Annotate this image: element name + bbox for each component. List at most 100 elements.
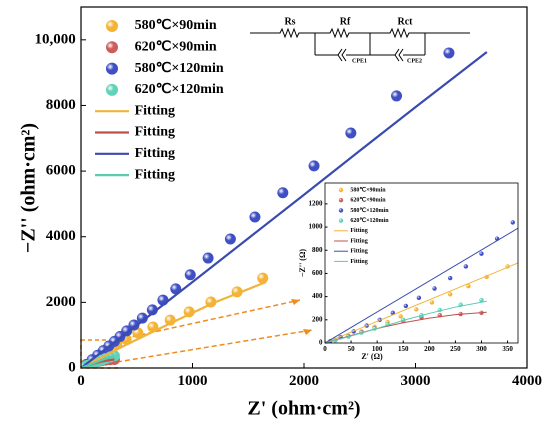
legend-marker xyxy=(338,208,344,213)
circuit-label: Rct xyxy=(398,16,414,27)
zoom-arrow xyxy=(116,299,301,341)
x-tick-label: 50 xyxy=(348,345,356,353)
data-point xyxy=(479,297,484,303)
data-point xyxy=(308,160,320,172)
circuit-label: CPE1 xyxy=(352,58,367,64)
legend-label: Fitting xyxy=(135,103,175,118)
y-tick-label: 0 xyxy=(68,359,76,375)
data-point xyxy=(345,127,357,139)
equivalent-circuit: Rs Rf Rct CPE1 CPE2 xyxy=(250,16,470,64)
data-point xyxy=(414,307,419,312)
y-tick-label: 6000 xyxy=(46,163,76,179)
legend-label: 580℃×120min xyxy=(135,61,224,76)
legend-marker xyxy=(106,83,118,96)
legend-label: 620℃×90min xyxy=(350,197,386,204)
legend-marker xyxy=(338,187,344,193)
y-tick-label: 10,000 xyxy=(35,31,76,47)
x-tick-label: 100 xyxy=(372,345,383,353)
data-point xyxy=(447,292,453,297)
data-point xyxy=(277,187,289,199)
circuit-wire xyxy=(250,27,470,56)
fit-line xyxy=(325,300,487,343)
data-point xyxy=(429,300,435,305)
arrow-head xyxy=(291,299,300,305)
legend-label: Fitting xyxy=(350,238,367,244)
legend-label: Fitting xyxy=(135,146,175,161)
legend-label: 580℃×90min xyxy=(135,18,217,33)
legend-marker xyxy=(106,62,118,75)
legend-label: 620℃×90min xyxy=(135,40,217,55)
x-tick-label: 3000 xyxy=(401,373,431,389)
x-tick-label: 2000 xyxy=(289,373,319,389)
x-axis-label: Z' (Ω) xyxy=(361,352,383,361)
main-plot: 0 1000 2000 3000 40000200040006000800010,000… xyxy=(18,6,542,420)
data-point xyxy=(447,275,453,281)
legend-marker xyxy=(106,20,118,32)
legend: 580℃×90min 620℃×90min 580℃×120min 620℃×120m… xyxy=(95,18,224,182)
x-tick-label: 1000 xyxy=(178,373,208,389)
y-axis-label: −Z'' (ohm·cm²) xyxy=(18,123,40,253)
fit-line xyxy=(325,311,487,343)
data-point xyxy=(257,272,269,284)
y-tick-label: 0 xyxy=(319,339,323,347)
y-axis-label: −Z'' (Ω) xyxy=(298,249,307,277)
legend-label: Fitting xyxy=(350,259,367,265)
x-axis-label: Z' (ohm·cm²) xyxy=(247,398,360,420)
y-tick-label: 1000 xyxy=(309,223,324,231)
y-tick-label: 4000 xyxy=(46,228,76,244)
plot-area xyxy=(81,47,488,368)
y-tick-label: 2000 xyxy=(46,294,76,310)
legend-label: Fitting xyxy=(350,228,367,234)
x-tick-label: 4000 xyxy=(512,373,542,389)
fit-line xyxy=(81,51,488,368)
data-point xyxy=(443,47,455,59)
fit-line xyxy=(81,280,267,368)
data-point xyxy=(146,304,158,316)
fit-line xyxy=(325,227,518,343)
inset-plot: 0 50 100 150 200 250 300 350 0 200 400 600 800 1000 12… xyxy=(298,182,519,361)
data-point xyxy=(391,90,403,102)
data-point xyxy=(432,286,437,291)
fit-line xyxy=(81,355,115,368)
y-tick-label: 600 xyxy=(312,269,323,277)
circuit-label: Rf xyxy=(340,16,351,27)
x-tick-label: 350 xyxy=(502,345,513,353)
data-point xyxy=(463,264,469,269)
legend-label: 620℃×120min xyxy=(135,82,224,97)
arrow-head xyxy=(303,329,312,335)
fit-line xyxy=(325,262,518,343)
legend-label: 580℃×90min xyxy=(350,186,386,193)
y-tick-label: 800 xyxy=(312,246,323,254)
data-point xyxy=(224,233,236,245)
x-tick-label: 300 xyxy=(476,345,487,353)
data-point xyxy=(249,211,261,223)
plot-frame xyxy=(324,182,519,344)
x-tick-label: 150 xyxy=(398,345,409,353)
circuit-label: Rs xyxy=(284,16,295,27)
circuit-label: CPE2 xyxy=(407,58,422,64)
cpe-symbol xyxy=(394,48,404,62)
data-point xyxy=(398,314,403,319)
data-point xyxy=(416,295,422,300)
y-tick-label: 1200 xyxy=(309,199,324,207)
legend-label: 580℃×120min xyxy=(350,207,389,214)
x-tick-label: 0 xyxy=(77,373,85,389)
y-tick-label: 200 xyxy=(312,315,323,323)
data-point xyxy=(479,251,484,256)
y-tick-label: 400 xyxy=(312,292,323,300)
data-point xyxy=(403,303,409,309)
legend-marker xyxy=(106,41,118,54)
legend-label: Fitting xyxy=(135,125,175,140)
data-point xyxy=(466,283,471,289)
legend-marker xyxy=(338,218,344,223)
legend-marker xyxy=(338,198,344,203)
legend: 580℃×90min 620℃×90min 580℃×120min 620℃×120m… xyxy=(334,186,389,265)
y-tick-label: 8000 xyxy=(46,97,76,113)
data-point xyxy=(136,312,148,324)
legend-label: 620℃×120min xyxy=(350,217,389,224)
data-point xyxy=(510,220,515,225)
data-point xyxy=(184,269,196,281)
plot-area xyxy=(325,220,518,343)
x-tick-label: 250 xyxy=(450,345,461,353)
